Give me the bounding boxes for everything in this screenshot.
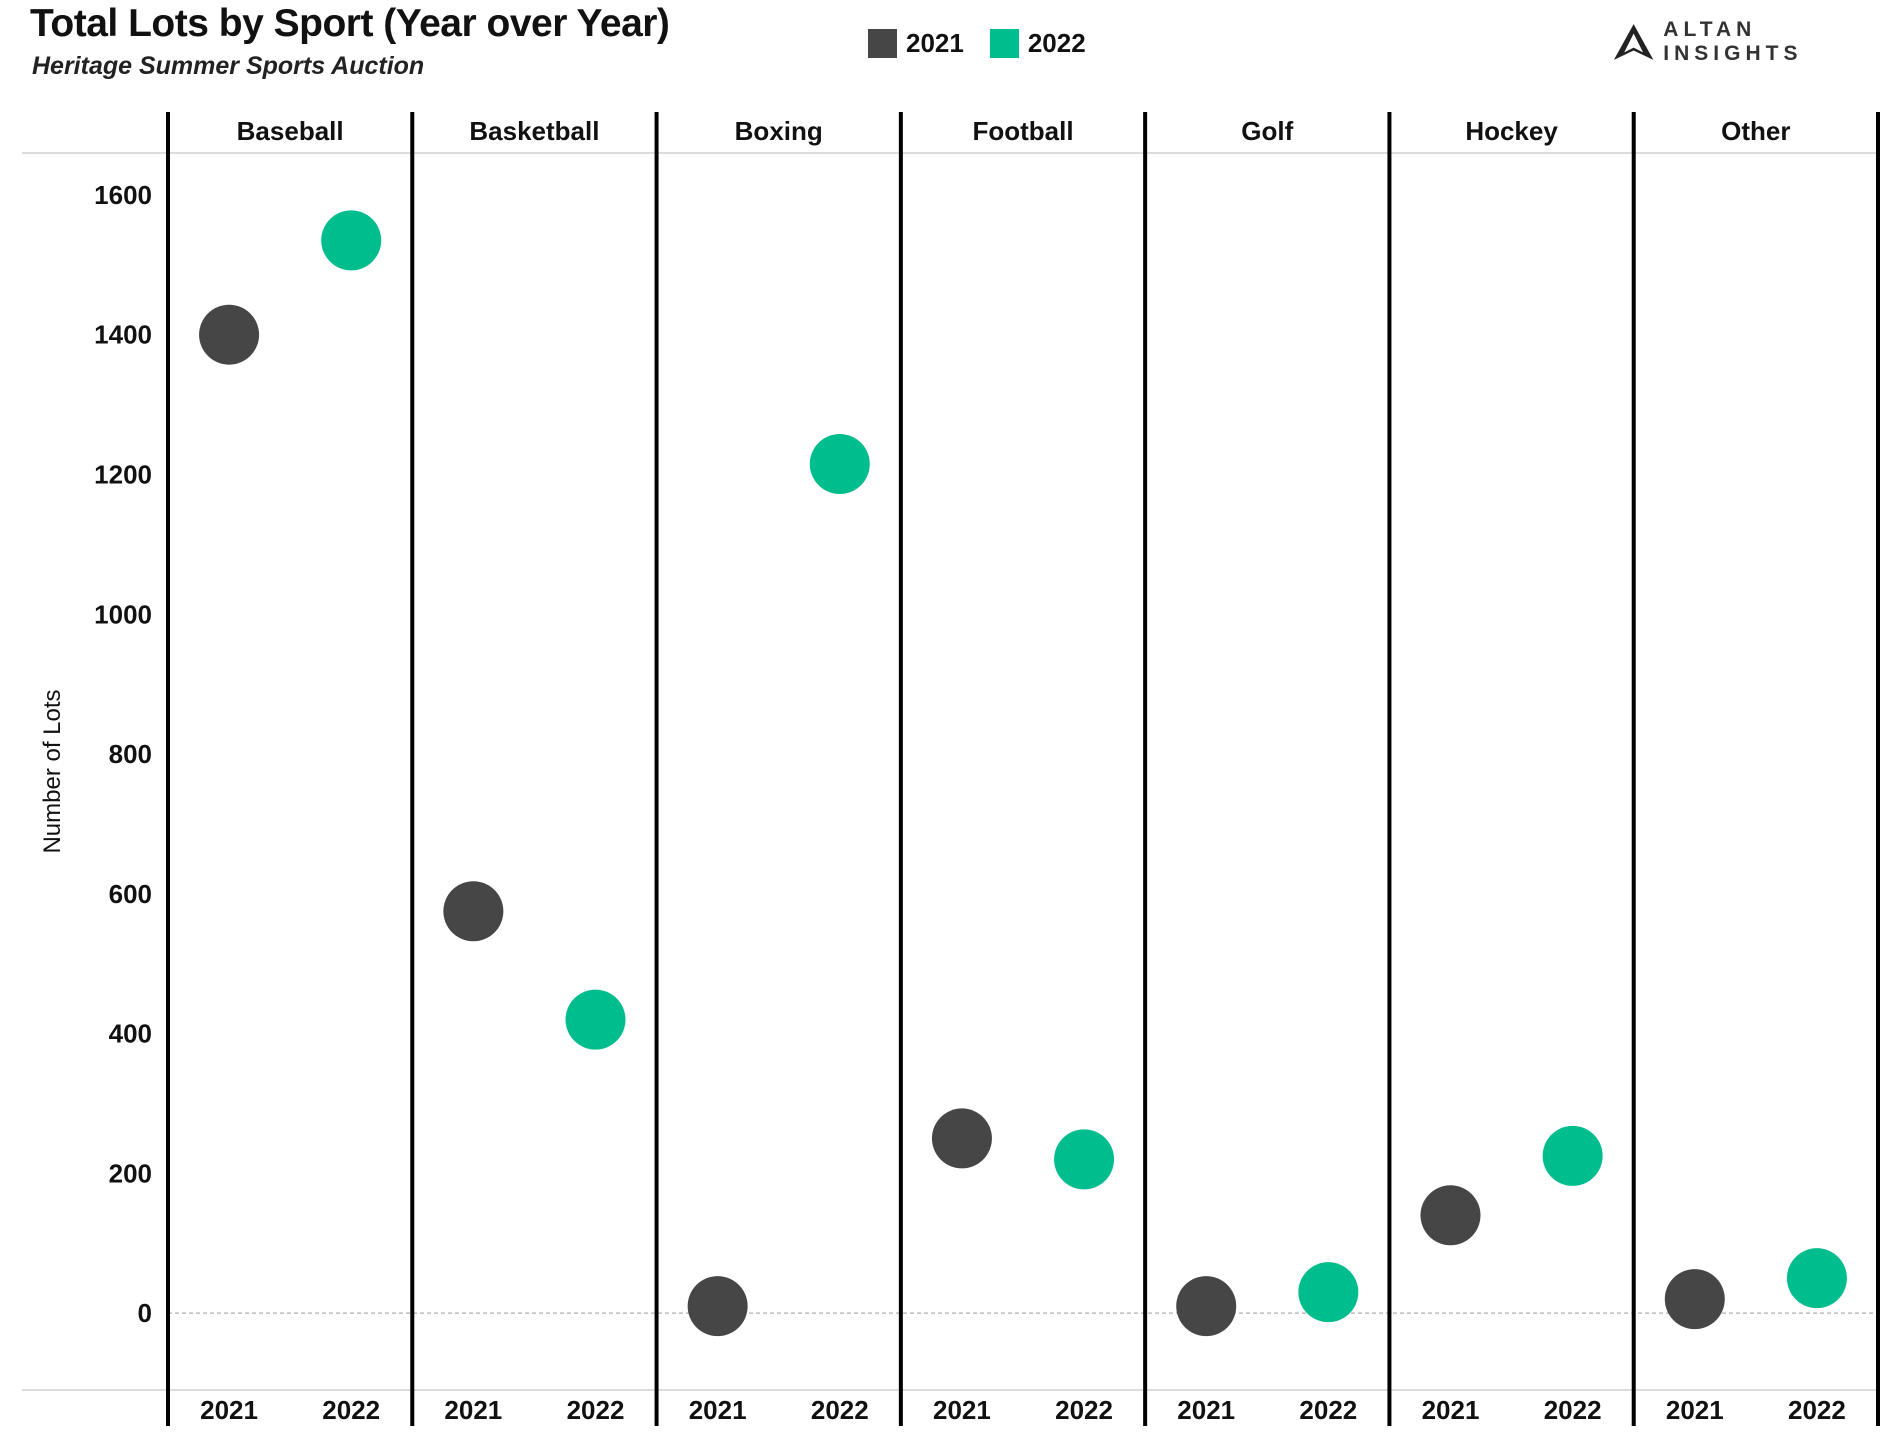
data-point-2021-boxing xyxy=(687,1276,748,1337)
y-tick-label: 600 xyxy=(109,879,152,909)
data-point-2022-boxing xyxy=(809,433,870,494)
x-tick-label: 2022 xyxy=(322,1395,380,1425)
y-tick-label: 1400 xyxy=(94,320,152,350)
y-tick-label: 800 xyxy=(109,739,152,769)
legend-label-2022: 2022 xyxy=(1027,28,1086,58)
legend-swatch-2022 xyxy=(989,29,1019,58)
brand-name: ALTAN INSIGHTS xyxy=(1663,18,1803,65)
brand-logo: ALTAN INSIGHTS xyxy=(1612,18,1892,66)
data-point-2021-golf xyxy=(1176,1276,1237,1337)
data-point-2022-golf xyxy=(1298,1262,1359,1323)
facet-header-baseball: Baseball xyxy=(237,116,344,146)
facet-header-football: Football xyxy=(972,116,1073,146)
facet-header-hockey: Hockey xyxy=(1465,116,1558,146)
x-tick-label: 2022 xyxy=(811,1395,869,1425)
x-tick-label: 2021 xyxy=(200,1395,258,1425)
y-tick-label: 1200 xyxy=(94,459,152,489)
facet-header-golf: Golf xyxy=(1241,116,1293,146)
y-tick-label: 0 xyxy=(138,1298,152,1328)
x-tick-label: 2021 xyxy=(1666,1395,1724,1425)
data-point-2021-other xyxy=(1664,1269,1725,1330)
legend-label-2021: 2021 xyxy=(906,28,964,58)
y-tick-label: 1600 xyxy=(94,180,152,210)
x-tick-label: 2022 xyxy=(1544,1395,1602,1425)
data-point-2021-basketball xyxy=(443,881,504,942)
data-point-2021-baseball xyxy=(199,304,260,365)
facet-header-other: Other xyxy=(1721,116,1790,146)
chart-subtitle: Heritage Summer Sports Auction xyxy=(32,52,425,80)
x-tick-label: 2022 xyxy=(1299,1395,1357,1425)
y-tick-label: 400 xyxy=(109,1019,152,1049)
x-tick-label: 2022 xyxy=(1055,1395,1113,1425)
legend-item-2021: 2021 xyxy=(868,28,964,59)
y-tick-label: 1000 xyxy=(94,599,152,629)
y-axis-label: Number of Lots xyxy=(39,689,66,853)
x-tick-label: 2021 xyxy=(444,1395,502,1425)
x-tick-label: 2021 xyxy=(1177,1395,1235,1425)
facet-header-boxing: Boxing xyxy=(735,116,823,146)
y-tick-label: 200 xyxy=(109,1158,152,1188)
x-tick-label: 2022 xyxy=(567,1395,625,1425)
x-tick-label: 2022 xyxy=(1788,1395,1846,1425)
data-point-2022-football xyxy=(1054,1129,1115,1190)
data-point-2022-basketball xyxy=(565,989,626,1050)
data-point-2021-football xyxy=(931,1108,992,1169)
data-point-2022-other xyxy=(1786,1248,1847,1309)
data-point-2021-hockey xyxy=(1420,1185,1481,1246)
x-tick-label: 2021 xyxy=(1422,1395,1480,1425)
altan-mountain-logo-icon xyxy=(1613,24,1654,60)
legend: 2021 2022 xyxy=(868,28,1112,59)
data-point-2022-baseball xyxy=(321,210,382,271)
legend-swatch-2021 xyxy=(868,29,897,58)
legend-item-2022: 2022 xyxy=(989,28,1086,59)
chart-title: Total Lots by Sport (Year over Year) xyxy=(30,2,670,45)
facet-header-basketball: Basketball xyxy=(469,116,599,146)
data-point-2022-hockey xyxy=(1542,1125,1603,1186)
x-tick-label: 2021 xyxy=(689,1395,747,1425)
x-tick-label: 2021 xyxy=(933,1395,991,1425)
